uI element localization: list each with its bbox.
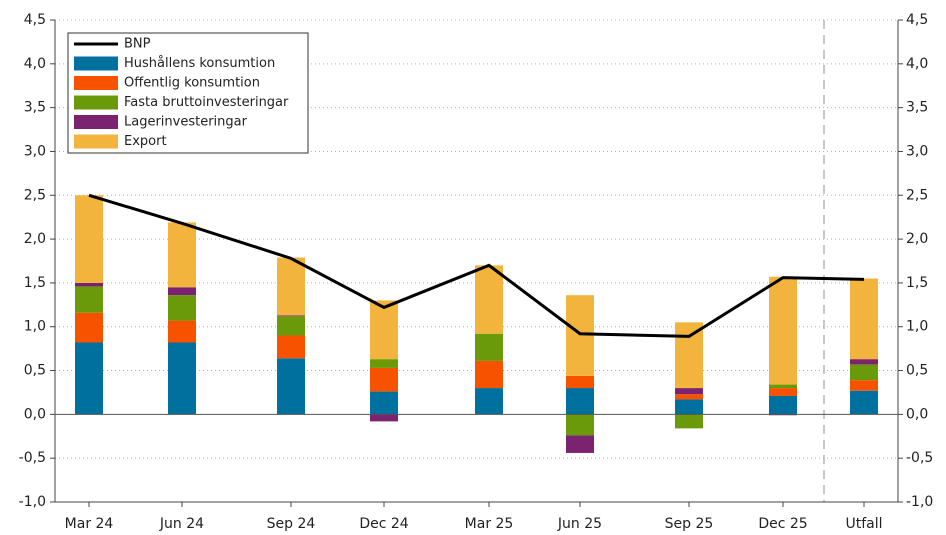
y-tick-label: 1,0: [24, 319, 46, 335]
bar-segment: [769, 276, 797, 385]
bar-segment: [370, 367, 398, 392]
bar-segment: [850, 380, 878, 391]
y2-tick-label: 1,5: [906, 275, 928, 291]
legend-label: Fasta bruttoinvesteringar: [124, 95, 289, 110]
y-tick-label: -1,0: [19, 494, 46, 510]
legend-label: Export: [124, 134, 167, 149]
legend-box: [67, 32, 309, 154]
bar-segment: [675, 399, 703, 415]
bar-segment: [675, 394, 703, 400]
y2-tick-label: 4,0: [906, 56, 928, 72]
y-tick-label: 1,5: [24, 275, 46, 291]
bar-segment: [75, 342, 103, 415]
y2-tick-label: 2,5: [906, 187, 928, 203]
x-tick-label: Mar 25: [465, 516, 514, 532]
y-tick-label: 3,0: [24, 143, 46, 159]
legend-swatch: [74, 76, 118, 90]
bar-segment: [277, 335, 305, 359]
y2-tick-label: -0,5: [906, 450, 933, 466]
y2-tick-label: 3,0: [906, 143, 928, 159]
line-series: [88, 193, 865, 338]
y-tick-label: 4,5: [24, 12, 46, 28]
bar-segment: [370, 391, 398, 415]
y2-tick-label: -1,0: [906, 494, 933, 510]
x-tick-label: Jun 25: [557, 516, 602, 532]
y2-tick-label: 4,5: [906, 12, 928, 28]
bar-segment: [475, 360, 503, 389]
y2-tick-label: 0,5: [906, 363, 928, 379]
bar-segment: [769, 388, 797, 396]
x-tick-label: Jun 24: [159, 516, 204, 532]
x-tick-label: Sep 25: [665, 516, 714, 532]
bar-segment: [168, 287, 196, 296]
bar-segment: [168, 222, 196, 288]
bar-segment: [370, 414, 398, 422]
bar-segment: [475, 265, 503, 334]
bar-segment: [850, 278, 878, 360]
legend-label: BNP: [124, 37, 151, 52]
bar-segment: [769, 395, 797, 415]
bar-segment: [769, 384, 797, 389]
legend-swatch: [74, 115, 118, 129]
bar-segment: [850, 390, 878, 415]
y2-tick-label: 1,0: [906, 319, 928, 335]
x-tick-label: Sep 24: [267, 516, 316, 532]
bar-segment: [277, 316, 305, 336]
bar-segment: [75, 312, 103, 343]
bar-segment: [168, 342, 196, 415]
bar-segment: [675, 322, 703, 389]
y-tick-label: 2,5: [24, 187, 46, 203]
bar-segment: [277, 315, 305, 317]
bar-segment: [675, 414, 703, 429]
x-tick-label: Utfall: [845, 516, 882, 532]
x-tick-label: Mar 24: [65, 516, 114, 532]
x-tick-label: Dec 24: [359, 516, 408, 532]
bar-segment: [75, 195, 103, 283]
bar-segment: [475, 388, 503, 415]
legend-label: Hushållens konsumtion: [124, 56, 275, 71]
legend-label: Lagerinvesteringar: [124, 115, 248, 130]
y-tick-label: 4,0: [24, 56, 46, 72]
bar-segment: [277, 257, 305, 316]
y2-tick-label: 3,5: [906, 100, 928, 116]
bar-segment: [566, 375, 594, 389]
y2-tick-label: 0,0: [906, 406, 928, 422]
bar-segment: [850, 359, 878, 365]
bar-segment: [566, 295, 594, 376]
bar-segment: [277, 358, 305, 415]
bar-segment: [850, 364, 878, 381]
bar-segment: [370, 359, 398, 368]
y-tick-label: -0,5: [19, 450, 46, 466]
x-tick-label: Dec 25: [758, 516, 807, 532]
legend-swatch: [74, 134, 118, 149]
bar-segment: [675, 388, 703, 395]
bar-segment: [168, 320, 196, 343]
bar-segment: [475, 333, 503, 361]
y-tick-label: 0,5: [24, 363, 46, 379]
y-tick-label: 3,5: [24, 100, 46, 116]
bar-segment: [566, 435, 594, 453]
legend-swatch: [74, 56, 118, 71]
bar-segment: [75, 282, 103, 287]
bar-segment: [75, 286, 103, 313]
y-tick-label: 2,0: [24, 231, 46, 247]
y-tick-label: 0,0: [24, 406, 46, 422]
bar-segment: [168, 295, 196, 321]
bar-segment: [370, 300, 398, 360]
bar-segment: [566, 388, 594, 415]
legend-label: Offentlig konsumtion: [124, 76, 260, 91]
bar-segment: [566, 414, 594, 436]
y2-tick-label: 2,0: [906, 231, 928, 247]
legend-swatch: [74, 95, 118, 110]
